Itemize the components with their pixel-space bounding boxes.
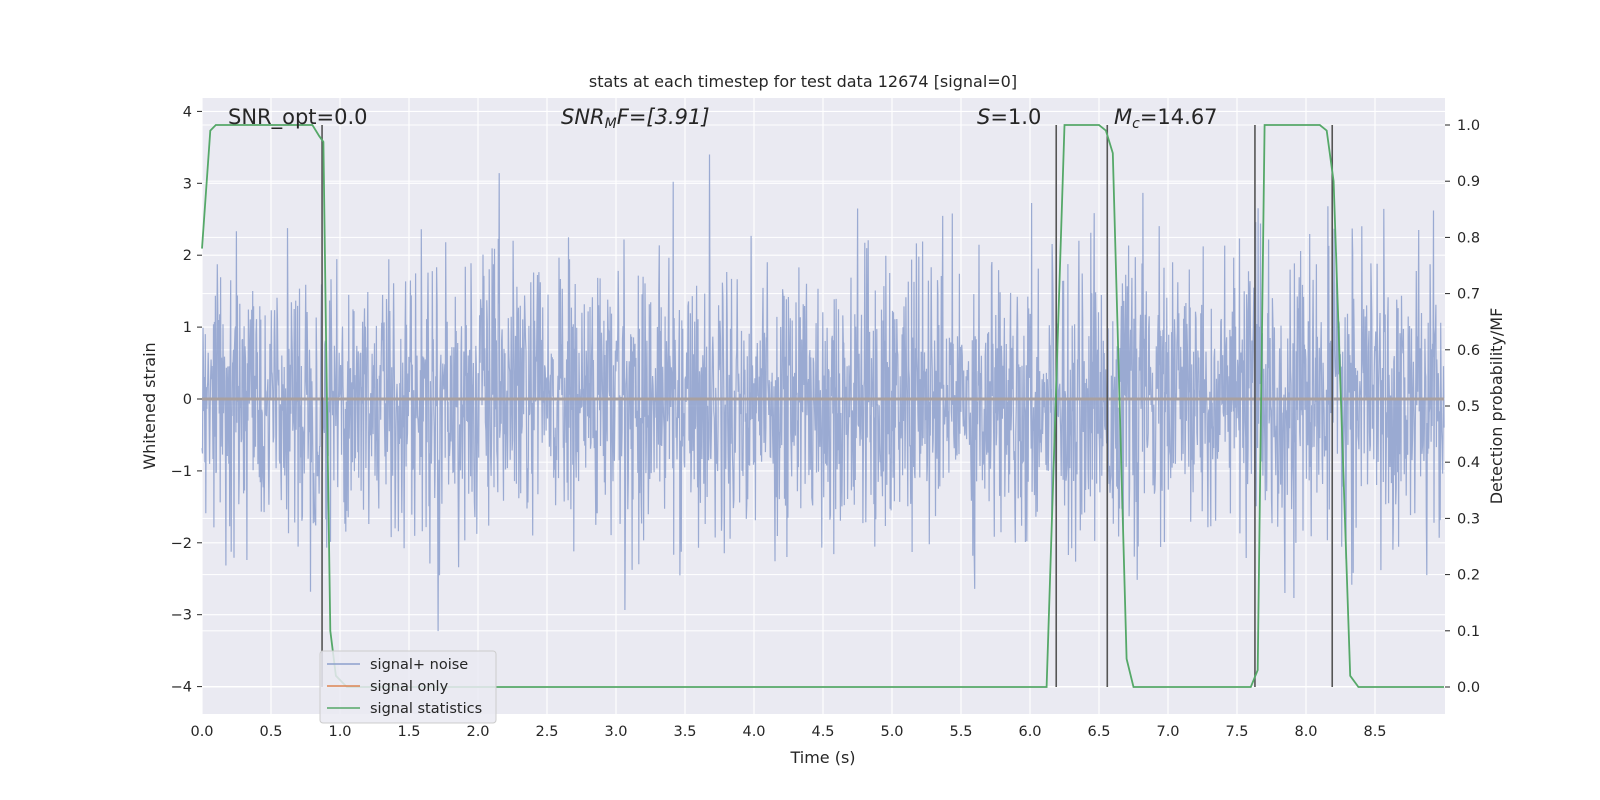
statistics-trace — [201, 124, 1444, 688]
annotation-snr-opt: SNR_opt=0.0 — [228, 105, 368, 130]
legend-label-noise: signal+ noise — [370, 657, 468, 673]
y-right-tick-label: 0.7 — [1457, 287, 1480, 303]
x-axis-ticks: 0.0 0.5 1.0 1.5 2.0 2.5 3.0 3.5 4.0 4.5 5.0 5.5 6.0 6… — [190, 724, 1386, 740]
y-right-tick-label: 0.0 — [1457, 680, 1480, 696]
x-tick-label: 8.0 — [1294, 724, 1317, 740]
x-tick-label: 2.0 — [466, 724, 489, 740]
y-right-tick-label: 0.6 — [1457, 343, 1480, 359]
chart-title: stats at each timestep for test data 126… — [589, 72, 1017, 91]
series-signal-plus-noise — [201, 154, 1445, 632]
y-tick-label: 2 — [183, 248, 192, 264]
y-right-tick-label: 0.3 — [1457, 511, 1480, 527]
x-tick-label: 2.5 — [535, 724, 558, 740]
x-tick-label: 5.0 — [880, 724, 903, 740]
y-right-tick-label: 0.1 — [1457, 624, 1480, 640]
annotation-mc: Mc=14.67 — [1114, 105, 1218, 132]
y-right-tick-label: 0.8 — [1457, 230, 1480, 246]
x-tick-label: 5.5 — [949, 724, 972, 740]
x-tick-label: 0.0 — [190, 724, 213, 740]
x-tick-label: 3.5 — [673, 724, 696, 740]
x-tick-label: 3.0 — [604, 724, 627, 740]
x-tick-label: 4.0 — [742, 724, 765, 740]
noise-trace — [201, 154, 1445, 632]
y-right-tick-label: 0.2 — [1457, 568, 1480, 584]
x-tick-label: 8.5 — [1363, 724, 1386, 740]
x-tick-label: 4.5 — [811, 724, 834, 740]
y-right-tick-label: 0.5 — [1457, 399, 1480, 415]
x-axis-label: Time (s) — [789, 748, 855, 767]
y-right-tick-label: 0.4 — [1457, 455, 1480, 471]
y-tick-label: 3 — [183, 176, 192, 192]
y-right-axis-label: Detection probability/MF — [1487, 308, 1506, 505]
series-signal-statistics — [201, 124, 1444, 688]
y-tick-label: 0 — [183, 392, 192, 408]
x-tick-label: 6.0 — [1018, 724, 1041, 740]
x-tick-label: 7.0 — [1156, 724, 1179, 740]
y-tick-label: 4 — [183, 104, 192, 120]
y-tick-label: 1 — [183, 320, 192, 336]
y-tick-label: −2 — [171, 536, 192, 552]
y-right-tick-label: 1.0 — [1457, 118, 1480, 134]
x-tick-label: 7.5 — [1225, 724, 1248, 740]
legend-label-signal-only: signal only — [370, 679, 449, 695]
x-tick-label: 6.5 — [1087, 724, 1110, 740]
x-tick-label: 1.5 — [397, 724, 420, 740]
y-right-axis-ticks: 1.0 0.9 0.8 0.7 0.6 0.5 0.4 0.3 0.2 0.1 0.0 — [1445, 118, 1480, 696]
y-tick-label: −4 — [171, 680, 192, 696]
annotation-snr-mf: SNRMF=[3.91] — [561, 105, 710, 132]
y-axis-label: Whitened strain — [140, 342, 159, 469]
legend-label-statistics: signal statistics — [370, 701, 482, 717]
y-tick-label: −3 — [171, 608, 192, 624]
y-tick-label: −1 — [171, 464, 192, 480]
x-tick-label: 0.5 — [259, 724, 282, 740]
legend-box — [319, 650, 497, 724]
annotation-s: S=1.0 — [977, 105, 1041, 129]
y-right-tick-label: 0.9 — [1457, 174, 1480, 190]
legend: signal+ noise signal only signal statist… — [319, 650, 497, 724]
y-axis-ticks: 4 3 2 1 0 −1 −2 −3 −4 — [171, 104, 202, 696]
x-tick-label: 1.0 — [328, 724, 351, 740]
